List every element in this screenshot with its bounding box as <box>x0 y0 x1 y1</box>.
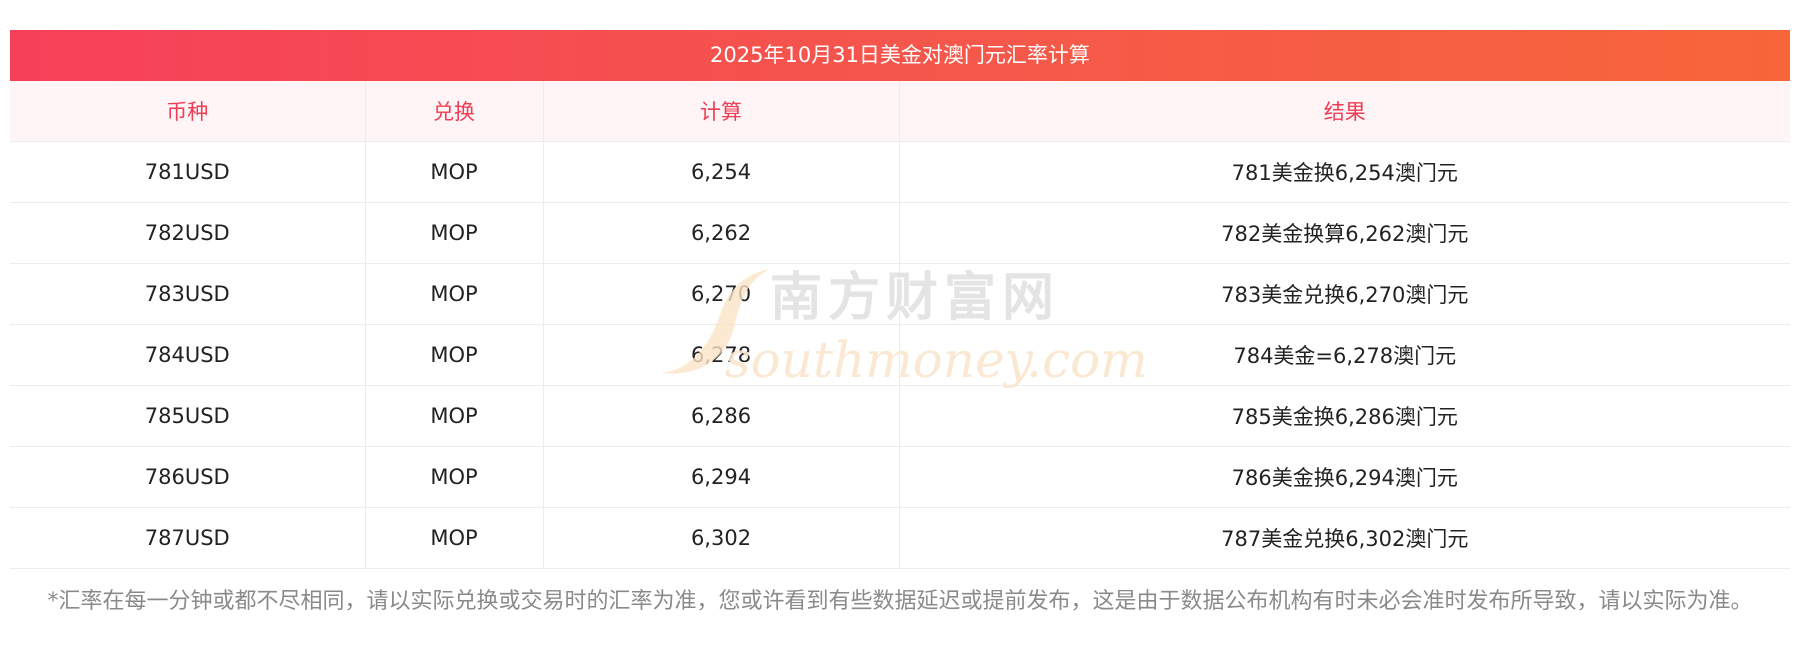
cell-currency: 783USD <box>10 263 365 325</box>
header-exchange: 兑换 <box>364 81 543 142</box>
cell-amount: 6,254 <box>542 141 899 203</box>
table-row: 782USD MOP 6,262 782美金换算6,262澳门元 <box>10 202 1790 264</box>
cell-currency: 785USD <box>10 385 365 447</box>
cell-amount: 6,270 <box>542 263 899 325</box>
table-row: 784USD MOP 6,278 784美金=6,278澳门元 <box>10 324 1790 386</box>
cell-currency: 784USD <box>10 324 365 386</box>
table-row: 787USD MOP 6,302 787美金兑换6,302澳门元 <box>10 507 1790 569</box>
disclaimer-footnote: *汇率在每一分钟或都不尽相同，请以实际兑换或交易时的汇率为准，您或许看到有些数据… <box>47 589 1753 614</box>
table-row: 783USD MOP 6,270 783美金兑换6,270澳门元 <box>10 263 1790 325</box>
cell-amount: 6,286 <box>542 385 899 447</box>
rates-table: 币种 兑换 计算 结果 781USD MOP 6,254 781美金换6,254… <box>10 81 1790 569</box>
cell-result: 782美金换算6,262澳门元 <box>898 202 1790 264</box>
table-row: 781USD MOP 6,254 781美金换6,254澳门元 <box>10 141 1790 203</box>
cell-amount: 6,294 <box>542 446 899 508</box>
cell-target: MOP <box>364 324 543 386</box>
cell-result: 785美金换6,286澳门元 <box>898 385 1790 447</box>
header-row: 币种 兑换 计算 结果 <box>10 81 1790 142</box>
table-row: 786USD MOP 6,294 786美金换6,294澳门元 <box>10 446 1790 508</box>
header-calc: 计算 <box>542 81 899 142</box>
cell-target: MOP <box>364 385 543 447</box>
cell-target: MOP <box>364 507 543 569</box>
cell-result: 787美金兑换6,302澳门元 <box>898 507 1790 569</box>
table-title: 2025年10月31日美金对澳门元汇率计算 <box>10 30 1790 81</box>
cell-target: MOP <box>364 446 543 508</box>
cell-currency: 782USD <box>10 202 365 264</box>
cell-target: MOP <box>364 263 543 325</box>
cell-currency: 781USD <box>10 141 365 203</box>
cell-result: 783美金兑换6,270澳门元 <box>898 263 1790 325</box>
cell-currency: 787USD <box>10 507 365 569</box>
cell-amount: 6,302 <box>542 507 899 569</box>
header-result: 结果 <box>898 81 1790 142</box>
cell-target: MOP <box>364 141 543 203</box>
cell-result: 784美金=6,278澳门元 <box>898 324 1790 386</box>
cell-amount: 6,262 <box>542 202 899 264</box>
header-currency: 币种 <box>10 81 365 142</box>
cell-target: MOP <box>364 202 543 264</box>
cell-result: 786美金换6,294澳门元 <box>898 446 1790 508</box>
cell-amount: 6,278 <box>542 324 899 386</box>
exchange-rate-table: 2025年10月31日美金对澳门元汇率计算 币种 兑换 计算 结果 781USD… <box>10 30 1790 569</box>
cell-result: 781美金换6,254澳门元 <box>898 141 1790 203</box>
table-row: 785USD MOP 6,286 785美金换6,286澳门元 <box>10 385 1790 447</box>
cell-currency: 786USD <box>10 446 365 508</box>
